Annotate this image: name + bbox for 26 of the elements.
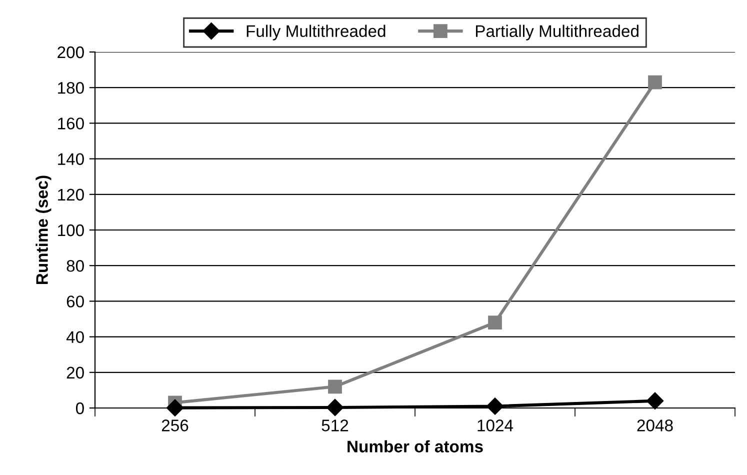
point [646, 392, 664, 410]
point [166, 399, 184, 416]
y-tick-label: 60 [66, 296, 84, 308]
y-tick-label: 120 [58, 188, 84, 201]
legend-label: Partially Multithreaded [476, 24, 638, 40]
y-tick-label: 80 [66, 260, 84, 272]
x-tick-label: 2048 [637, 420, 673, 432]
y-tick-label: 200 [58, 46, 84, 58]
y-tick-label: 100 [58, 224, 84, 236]
point [488, 316, 502, 330]
y-tick-label: 140 [58, 153, 84, 166]
y-axis-title: Runtime (sec) [36, 176, 52, 284]
legend-label: Fully Multithreaded [246, 24, 386, 40]
y-tick-label: 160 [58, 118, 84, 130]
y-tick-label: 180 [58, 82, 84, 94]
point [326, 398, 344, 416]
y-tick-label: 40 [66, 331, 84, 344]
point [486, 398, 504, 415]
point [328, 380, 342, 394]
y-tick-label: 20 [66, 366, 84, 379]
y-tick-label: 0 [76, 402, 84, 414]
x-tick-label: 256 [162, 420, 188, 432]
x-axis-title: Number of atoms [348, 440, 483, 452]
x-tick-label: 1024 [478, 420, 514, 432]
x-tick-label: 512 [322, 420, 348, 432]
point [648, 75, 662, 90]
